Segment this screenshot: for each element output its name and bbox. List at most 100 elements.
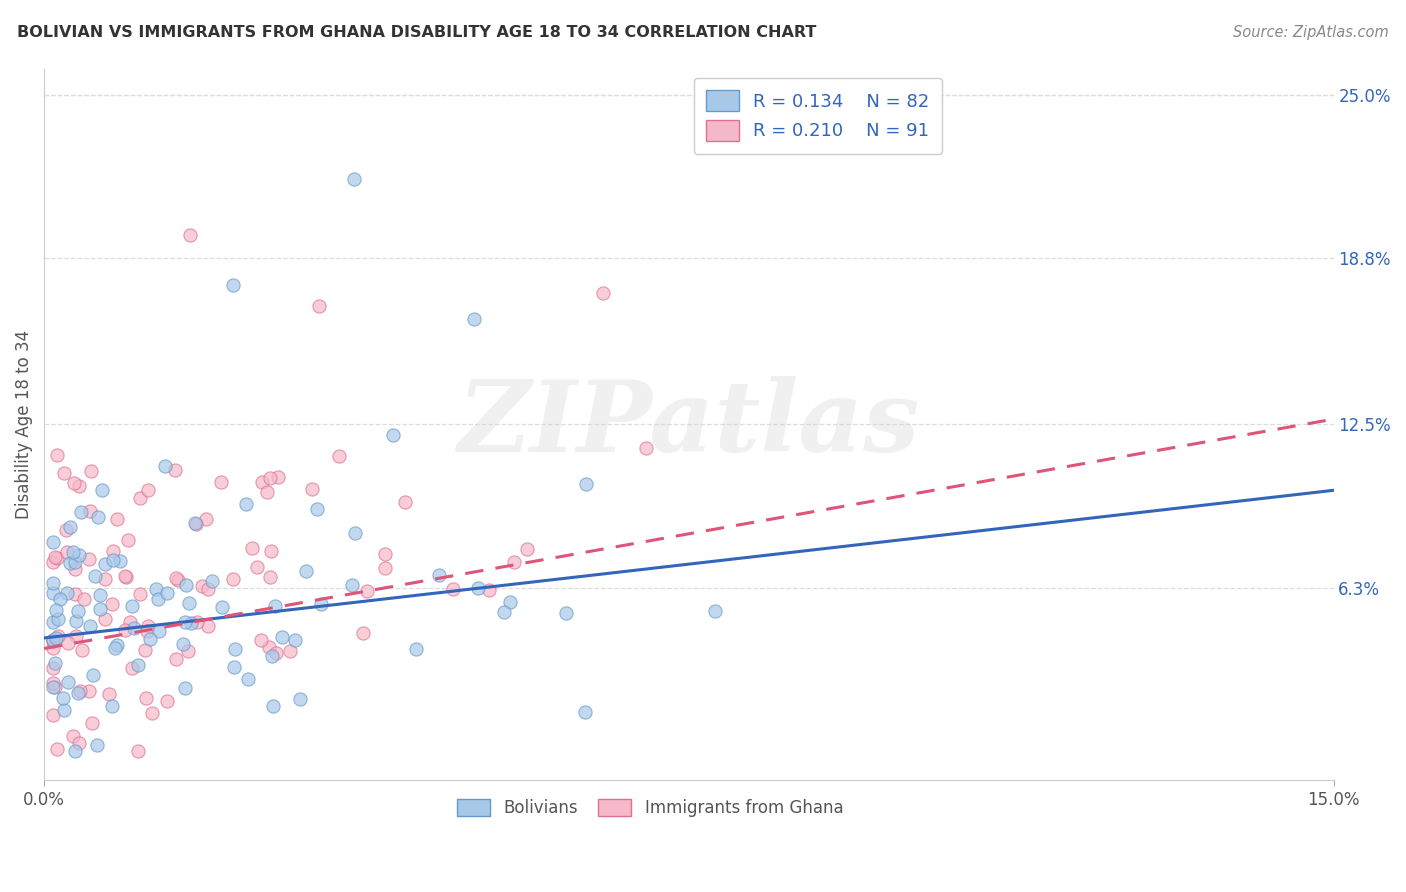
Point — [70, 643, 93, 657]
Point — [165, 571, 187, 585]
Point — [89, 601, 111, 615]
Point — [101, 698, 124, 713]
Point — [186, 615, 208, 629]
Point — [235, 497, 257, 511]
Point — [105, 638, 128, 652]
Point — [67, 736, 90, 750]
Point — [63, 744, 86, 758]
Point — [62, 545, 84, 559]
Point — [148, 624, 170, 638]
Point — [201, 574, 224, 588]
Point — [90, 483, 112, 497]
Point — [67, 479, 90, 493]
Point — [636, 441, 658, 455]
Point — [328, 449, 350, 463]
Point — [41, 586, 63, 600]
Point — [82, 716, 104, 731]
Point — [70, 505, 93, 519]
Point — [45, 603, 67, 617]
Point — [264, 599, 287, 613]
Point — [72, 592, 94, 607]
Point — [84, 569, 107, 583]
Point — [195, 512, 218, 526]
Point — [146, 592, 169, 607]
Point — [190, 579, 212, 593]
Point — [278, 644, 301, 658]
Point — [308, 299, 330, 313]
Point — [184, 516, 207, 530]
Point — [63, 587, 86, 601]
Point — [82, 667, 104, 681]
Point — [463, 312, 485, 326]
Point — [252, 475, 274, 489]
Point — [45, 631, 67, 645]
Point — [89, 588, 111, 602]
Point — [45, 742, 67, 756]
Point — [135, 624, 157, 638]
Point — [79, 618, 101, 632]
Point — [172, 637, 194, 651]
Point — [122, 621, 145, 635]
Point — [98, 687, 121, 701]
Point — [56, 636, 79, 650]
Point — [342, 172, 364, 186]
Point — [41, 641, 63, 656]
Point — [94, 612, 117, 626]
Point — [129, 491, 152, 505]
Point — [236, 672, 259, 686]
Point — [41, 534, 63, 549]
Point — [294, 564, 316, 578]
Point — [592, 285, 614, 300]
Point — [574, 705, 596, 719]
Point — [309, 597, 332, 611]
Point — [104, 640, 127, 655]
Text: BOLIVIAN VS IMMIGRANTS FROM GHANA DISABILITY AGE 18 TO 34 CORRELATION CHART: BOLIVIAN VS IMMIGRANTS FROM GHANA DISABI… — [17, 25, 817, 40]
Point — [503, 555, 526, 569]
Point — [259, 471, 281, 485]
Point — [153, 459, 176, 474]
Point — [46, 551, 69, 566]
Point — [41, 634, 63, 648]
Point — [41, 707, 63, 722]
Point — [41, 576, 63, 591]
Point — [121, 661, 143, 675]
Point — [53, 466, 76, 480]
Point — [67, 604, 90, 618]
Point — [136, 483, 159, 498]
Point — [135, 690, 157, 705]
Point — [174, 615, 197, 629]
Point — [145, 582, 167, 597]
Point — [352, 626, 374, 640]
Point — [467, 581, 489, 595]
Point — [62, 476, 84, 491]
Legend: Bolivians, Immigrants from Ghana: Bolivians, Immigrants from Ghana — [449, 790, 852, 825]
Point — [127, 744, 149, 758]
Point — [499, 595, 522, 609]
Point — [114, 569, 136, 583]
Point — [80, 465, 103, 479]
Point — [222, 572, 245, 586]
Point — [59, 519, 82, 533]
Point — [134, 643, 156, 657]
Point — [266, 646, 288, 660]
Point — [494, 605, 516, 619]
Point — [129, 587, 152, 601]
Point — [120, 615, 142, 630]
Point — [177, 644, 200, 658]
Point — [94, 558, 117, 572]
Point — [478, 582, 501, 597]
Point — [184, 516, 207, 531]
Point — [59, 556, 82, 570]
Point — [427, 567, 450, 582]
Point — [56, 674, 79, 689]
Point — [179, 227, 201, 242]
Point — [41, 555, 63, 569]
Point — [105, 512, 128, 526]
Point — [63, 562, 86, 576]
Point — [262, 699, 284, 714]
Point — [46, 448, 69, 462]
Point — [249, 632, 271, 647]
Point — [101, 544, 124, 558]
Point — [65, 629, 87, 643]
Y-axis label: Disability Age 18 to 34: Disability Age 18 to 34 — [15, 330, 32, 519]
